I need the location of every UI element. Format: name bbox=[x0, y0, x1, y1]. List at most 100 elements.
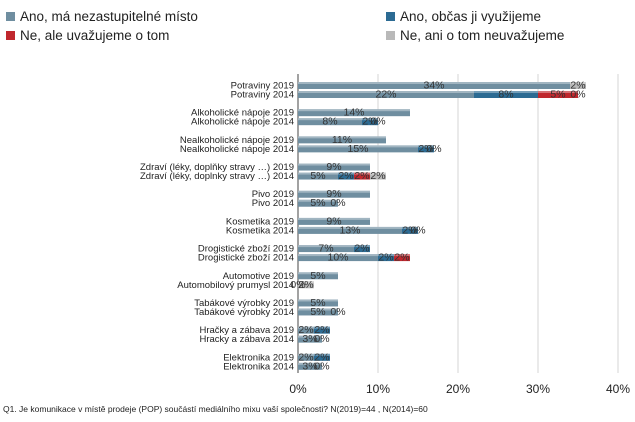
bar-highlight bbox=[298, 272, 338, 275]
category-label: Pivo 2019 bbox=[252, 189, 294, 200]
bar-segment bbox=[298, 245, 354, 253]
bar-highlight bbox=[298, 308, 338, 311]
data-label: 2% bbox=[362, 116, 377, 128]
bar-segment bbox=[298, 118, 362, 126]
legend-label: Ano, občas ji využijeme bbox=[400, 9, 542, 24]
data-label: 11% bbox=[332, 134, 352, 146]
legend-swatch bbox=[386, 31, 395, 40]
legend-label: Ne, ale uvažujeme o tom bbox=[20, 28, 170, 43]
data-label: 2% bbox=[570, 80, 585, 92]
bar-segment bbox=[354, 172, 370, 180]
category-label: Nealkoholické nápoje 2019 bbox=[180, 135, 294, 146]
category-label: Elektronika 2019 bbox=[223, 352, 294, 363]
legend-label: Ne, ani o tom neuvažujeme bbox=[400, 28, 565, 43]
category-label: Hračky a zábava 2019 bbox=[199, 325, 294, 336]
bar-segment bbox=[298, 326, 314, 334]
bar-segment bbox=[298, 281, 314, 289]
bar-segment bbox=[298, 145, 418, 153]
bar-segment bbox=[298, 82, 570, 89]
bar-highlight bbox=[298, 91, 474, 93]
bar-segment bbox=[298, 199, 338, 207]
data-label: 2% bbox=[314, 351, 329, 363]
data-label: 10% bbox=[327, 252, 348, 264]
bar-segment bbox=[362, 118, 378, 126]
x-tick-label: 10% bbox=[366, 382, 390, 396]
data-label: 2% bbox=[298, 324, 313, 336]
category-label: Elektronika 2014 bbox=[223, 361, 294, 372]
category-label: Tabákové výrobky 2014 bbox=[194, 307, 294, 318]
legend-item: Ne, ale uvažujeme o tom bbox=[6, 28, 169, 43]
category-label: Drogistické zboží 2014 bbox=[198, 253, 294, 264]
bar-highlight bbox=[298, 217, 370, 220]
bar-highlight bbox=[394, 254, 410, 257]
legend-item: Ano, má nezastupitelné místo bbox=[6, 9, 198, 24]
data-label: 7% bbox=[318, 243, 333, 255]
data-label: 2% bbox=[394, 252, 409, 264]
bar-segment bbox=[354, 245, 370, 253]
category-label: Nealkoholické nápoje 2014 bbox=[180, 144, 294, 155]
bar-segment bbox=[298, 226, 402, 234]
data-label: 2% bbox=[354, 243, 369, 255]
data-label: 2% bbox=[370, 170, 385, 182]
bar-segment bbox=[298, 308, 338, 316]
bar-highlight bbox=[298, 299, 338, 302]
bar-highlight bbox=[298, 245, 354, 248]
bar-highlight bbox=[418, 145, 434, 148]
bar-highlight bbox=[314, 326, 330, 329]
bar-segment bbox=[370, 172, 386, 180]
bar-highlight bbox=[362, 118, 378, 121]
bar-highlight bbox=[338, 172, 354, 175]
bar-highlight bbox=[298, 136, 386, 139]
data-label: 2% bbox=[298, 351, 313, 363]
bar-segment bbox=[298, 335, 322, 343]
bar-highlight bbox=[298, 335, 322, 338]
bar-segment bbox=[394, 254, 410, 262]
legend-swatch bbox=[6, 31, 15, 40]
data-label: 0% bbox=[314, 360, 329, 372]
data-label: 0% bbox=[330, 197, 345, 209]
category-label: Automotive 2019 bbox=[223, 271, 294, 282]
category-label: Zdraví (léky, doplnky stravy …) 2014 bbox=[140, 171, 294, 182]
bar-highlight bbox=[298, 190, 370, 193]
data-label: 0% bbox=[370, 116, 385, 128]
bar-segment bbox=[538, 91, 578, 98]
bar-segment bbox=[570, 82, 586, 89]
bar-segment bbox=[314, 326, 330, 334]
bar-highlight bbox=[298, 281, 314, 284]
category-label: Kosmetika 2014 bbox=[226, 225, 294, 236]
legend-item: Ano, občas ji využijeme bbox=[386, 9, 541, 24]
bar-highlight bbox=[570, 82, 586, 84]
bar-highlight bbox=[298, 109, 410, 112]
data-label: 22% bbox=[375, 89, 396, 101]
bar-segment bbox=[298, 362, 322, 370]
data-label: 9% bbox=[326, 161, 341, 173]
bar-highlight bbox=[298, 353, 314, 356]
data-label: 0% bbox=[570, 89, 585, 101]
bar-segment bbox=[298, 254, 378, 262]
bar-highlight bbox=[354, 172, 370, 175]
bar-segment bbox=[298, 172, 338, 180]
category-label: Automobilový prumysl 2014 bbox=[177, 280, 294, 291]
data-label: 0% bbox=[314, 333, 329, 345]
bar-highlight bbox=[298, 145, 418, 148]
bar-segment bbox=[402, 226, 418, 234]
category-label: Potraviny 2014 bbox=[231, 90, 294, 101]
data-label: 8% bbox=[322, 116, 337, 128]
bar-segment bbox=[474, 91, 538, 98]
bar-segment bbox=[298, 136, 386, 144]
bar-highlight bbox=[314, 353, 330, 356]
bar-segment bbox=[298, 163, 370, 171]
data-label: 2% bbox=[298, 279, 313, 291]
bar-segment bbox=[298, 190, 370, 198]
data-label: 2% bbox=[314, 324, 329, 336]
category-label: Tabákové výrobky 2019 bbox=[194, 298, 294, 309]
legend-swatch bbox=[386, 12, 395, 21]
bar-segment bbox=[418, 145, 434, 153]
legend-swatch bbox=[6, 12, 15, 21]
category-label: Hracky a zábava 2014 bbox=[199, 334, 294, 345]
data-label: 2% bbox=[418, 143, 433, 155]
bar-highlight bbox=[298, 362, 322, 365]
category-label: Potraviny 2019 bbox=[231, 81, 294, 92]
bar-highlight bbox=[378, 254, 394, 257]
data-label: 2% bbox=[354, 170, 369, 182]
